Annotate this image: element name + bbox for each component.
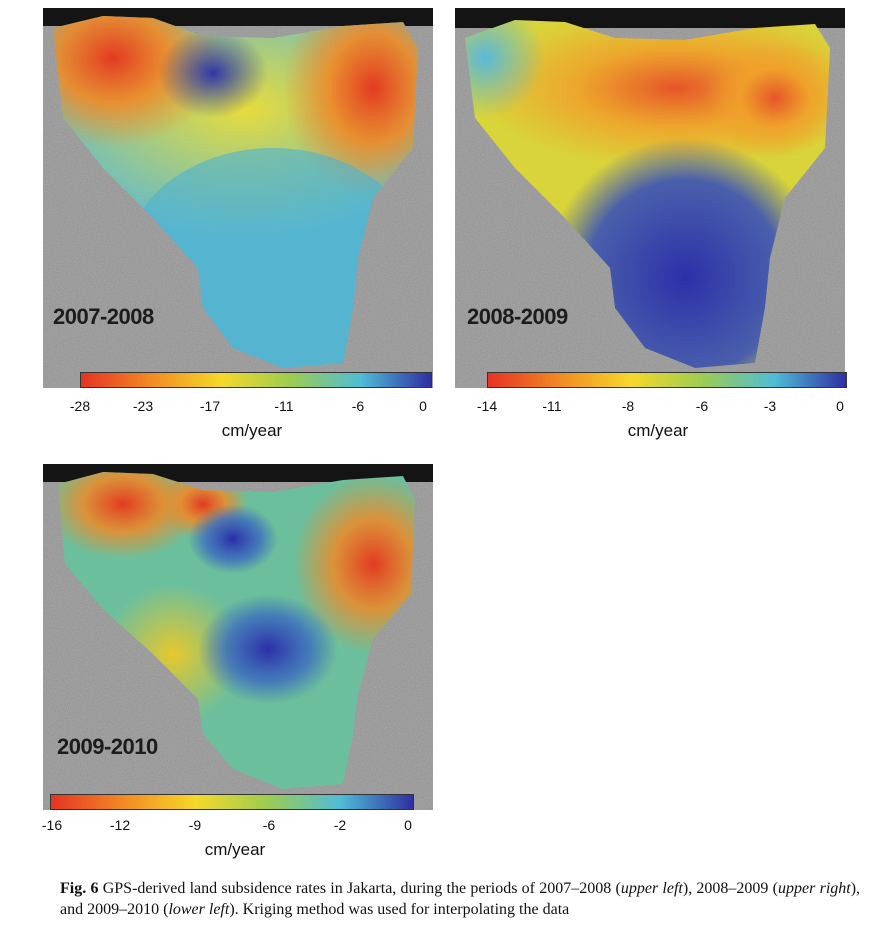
colorbar-tick: -14	[476, 398, 498, 414]
colorbar	[80, 372, 432, 388]
colorbar-tick: 0	[419, 398, 427, 414]
unit-label: cm/year	[221, 421, 283, 440]
colorbar-tick: -11	[542, 398, 562, 414]
caption-text: ), and 2009–2010 (	[60, 880, 861, 918]
unit-label: cm/year	[627, 421, 689, 440]
colorbar-tick: -16	[41, 817, 63, 833]
colorbar-tick: -12	[109, 817, 131, 833]
caption-text: GPS-derived land subsidence rates in Jak…	[98, 880, 621, 897]
caption-label: Fig. 6	[60, 880, 99, 897]
colorbar-tick: -17	[199, 398, 221, 414]
unit-label: cm/year	[204, 840, 266, 859]
colorbar-tick: 0	[404, 817, 412, 833]
colorbar	[50, 794, 414, 810]
subsidence-map-2008-2009: 2008-2009	[455, 8, 845, 388]
colorbar-tick: 0	[836, 398, 844, 414]
colorbar-tick: -28	[69, 398, 91, 414]
caption-text: ), 2008–2009 (	[682, 880, 779, 897]
figure-caption: Fig. 6 GPS-derived land subsidence rates…	[60, 878, 860, 920]
colorbar-tick: -11	[274, 398, 294, 414]
subsidence-map-2007-2008: 2007-2008	[43, 8, 433, 388]
caption-position: lower left	[168, 901, 230, 918]
colorbar-ticks: -14 -11 -8 -6 -3 0	[477, 398, 845, 418]
caption-text: ). Kriging method was used for interpola…	[229, 901, 570, 918]
subsidence-map-2009-2010: 2009-2010	[43, 464, 433, 810]
period-label: 2007-2008	[53, 304, 154, 329]
colorbar-tick: -6	[351, 398, 365, 414]
colorbar	[487, 372, 847, 388]
colorbar-tick: -6	[262, 817, 276, 833]
caption-position: upper right	[778, 880, 851, 897]
colorbar-tick: -6	[695, 398, 709, 414]
colorbar-tick: -3	[763, 398, 777, 414]
period-label: 2009-2010	[57, 734, 158, 759]
period-label: 2008-2009	[467, 304, 568, 329]
colorbar-tick: -23	[132, 398, 154, 414]
colorbar-ticks: -16 -12 -9 -6 -2 0	[42, 817, 412, 837]
colorbar-ticks: -28 -23 -17 -11 -6 0	[70, 398, 430, 418]
colorbar-tick: -2	[333, 817, 347, 833]
colorbar-tick: -8	[621, 398, 635, 414]
colorbar-tick: -9	[188, 817, 202, 833]
caption-position: upper left	[620, 880, 683, 897]
